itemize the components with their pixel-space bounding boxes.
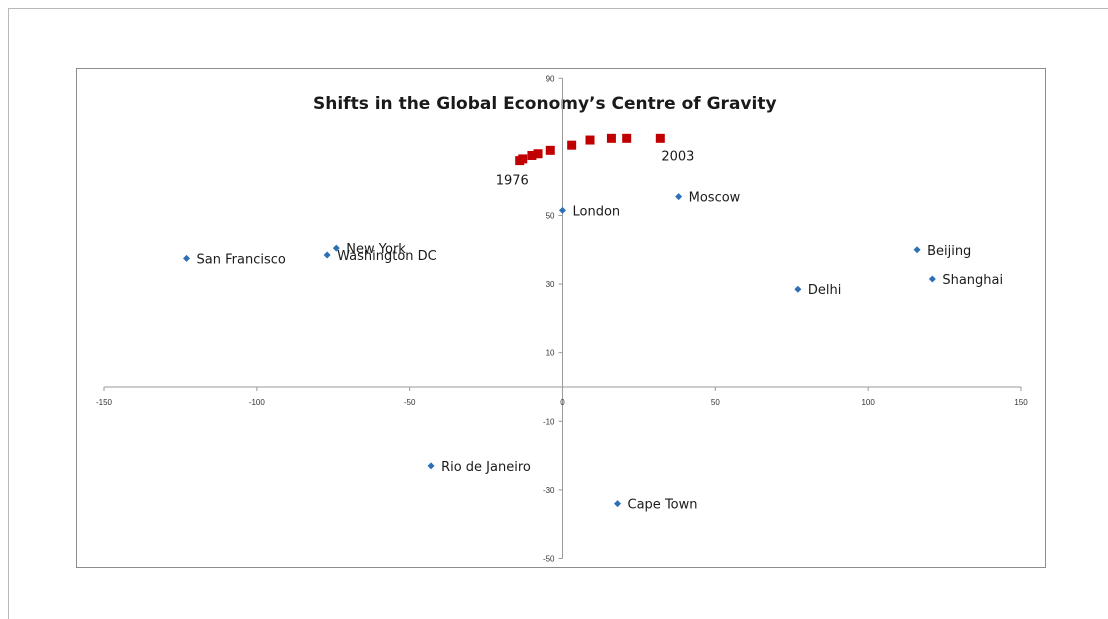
y-tick-label: 30 (546, 280, 555, 289)
y-tick-label: 90 (546, 74, 555, 83)
city-label: San Francisco (197, 252, 286, 267)
chart-area: Shifts in the Global Economy’s Centre of… (76, 68, 1046, 568)
centre-of-gravity-point (585, 135, 595, 145)
centre-of-gravity-point (533, 149, 543, 159)
x-tick-label: -150 (96, 398, 113, 407)
centre-of-gravity-point (606, 133, 616, 143)
y-tick-label: 10 (546, 349, 555, 358)
x-tick-label: -100 (249, 398, 266, 407)
city-point (183, 254, 191, 262)
city-label: Rio de Janeiro (441, 460, 531, 475)
city-point (427, 462, 435, 470)
city-label: Moscow (689, 191, 741, 206)
city-label: Shanghai (942, 273, 1003, 288)
y-tick-label: -30 (543, 486, 555, 495)
city-point (559, 206, 566, 214)
x-tick-label: 0 (560, 398, 565, 407)
slide-frame (8, 8, 1108, 619)
centre-of-gravity-point (655, 133, 665, 143)
city-label: London (573, 204, 621, 219)
city-label: Cape Town (628, 498, 698, 513)
x-tick-label: -50 (404, 398, 416, 407)
x-tick-label: 100 (861, 398, 875, 407)
city-label: Delhi (808, 283, 841, 298)
city-label: Washington DC (337, 249, 437, 264)
centre-of-gravity-point (527, 150, 537, 160)
scatter-chart: Shifts in the Global Economy’s Centre of… (96, 74, 1028, 564)
chart-title: Shifts in the Global Economy’s Centre of… (313, 94, 777, 114)
end-year-label: 2003 (661, 149, 694, 164)
city-point (332, 244, 340, 252)
city-point (794, 285, 802, 293)
x-tick-label: 50 (711, 398, 720, 407)
y-tick-label: -50 (543, 555, 555, 564)
centre-of-gravity-point (545, 145, 555, 155)
city-point (913, 246, 921, 254)
city-point (614, 500, 622, 508)
city-point (323, 251, 331, 259)
y-tick-label: -10 (543, 417, 555, 426)
centre-of-gravity-point (622, 133, 632, 143)
city-point (675, 193, 683, 201)
city-label: New York (346, 242, 406, 257)
city-point (928, 275, 936, 283)
centre-of-gravity-point (518, 154, 528, 164)
y-tick-label: 50 (546, 212, 555, 221)
x-tick-label: 150 (1014, 398, 1028, 407)
start-year-label: 1976 (496, 174, 529, 189)
city-label: Beijing (927, 244, 971, 259)
centre-of-gravity-point (567, 140, 577, 150)
